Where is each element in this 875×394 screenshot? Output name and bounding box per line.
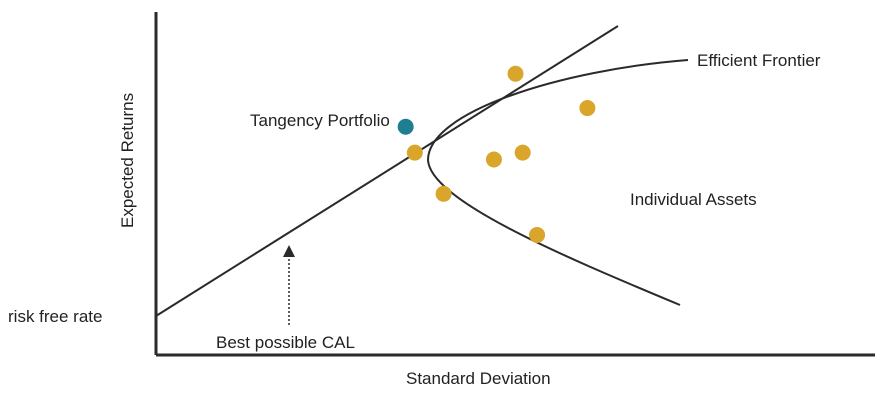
cal-pointer-arrowhead — [283, 245, 295, 257]
capital-allocation-line — [155, 25, 619, 317]
efficient-frontier-curve — [426, 59, 689, 306]
asset-points — [406, 65, 596, 243]
x-axis-label: Standard Deviation — [406, 369, 551, 388]
asset-point — [485, 151, 502, 168]
individual-assets-label: Individual Assets — [630, 190, 757, 209]
tangency-portfolio-label: Tangency Portfolio — [250, 111, 390, 130]
asset-point — [529, 226, 546, 243]
y-axis-label: Expected Returns — [118, 93, 137, 228]
tangency-portfolio-point — [397, 118, 414, 135]
risk-free-rate-label: risk free rate — [8, 307, 102, 326]
best-possible-cal-label: Best possible CAL — [216, 333, 355, 352]
asset-point — [514, 144, 531, 161]
asset-point — [507, 65, 524, 82]
asset-point — [406, 144, 423, 161]
efficient-frontier-label: Efficient Frontier — [697, 51, 821, 70]
asset-point — [579, 100, 596, 117]
tangency-point — [397, 118, 414, 135]
asset-point — [435, 185, 452, 202]
